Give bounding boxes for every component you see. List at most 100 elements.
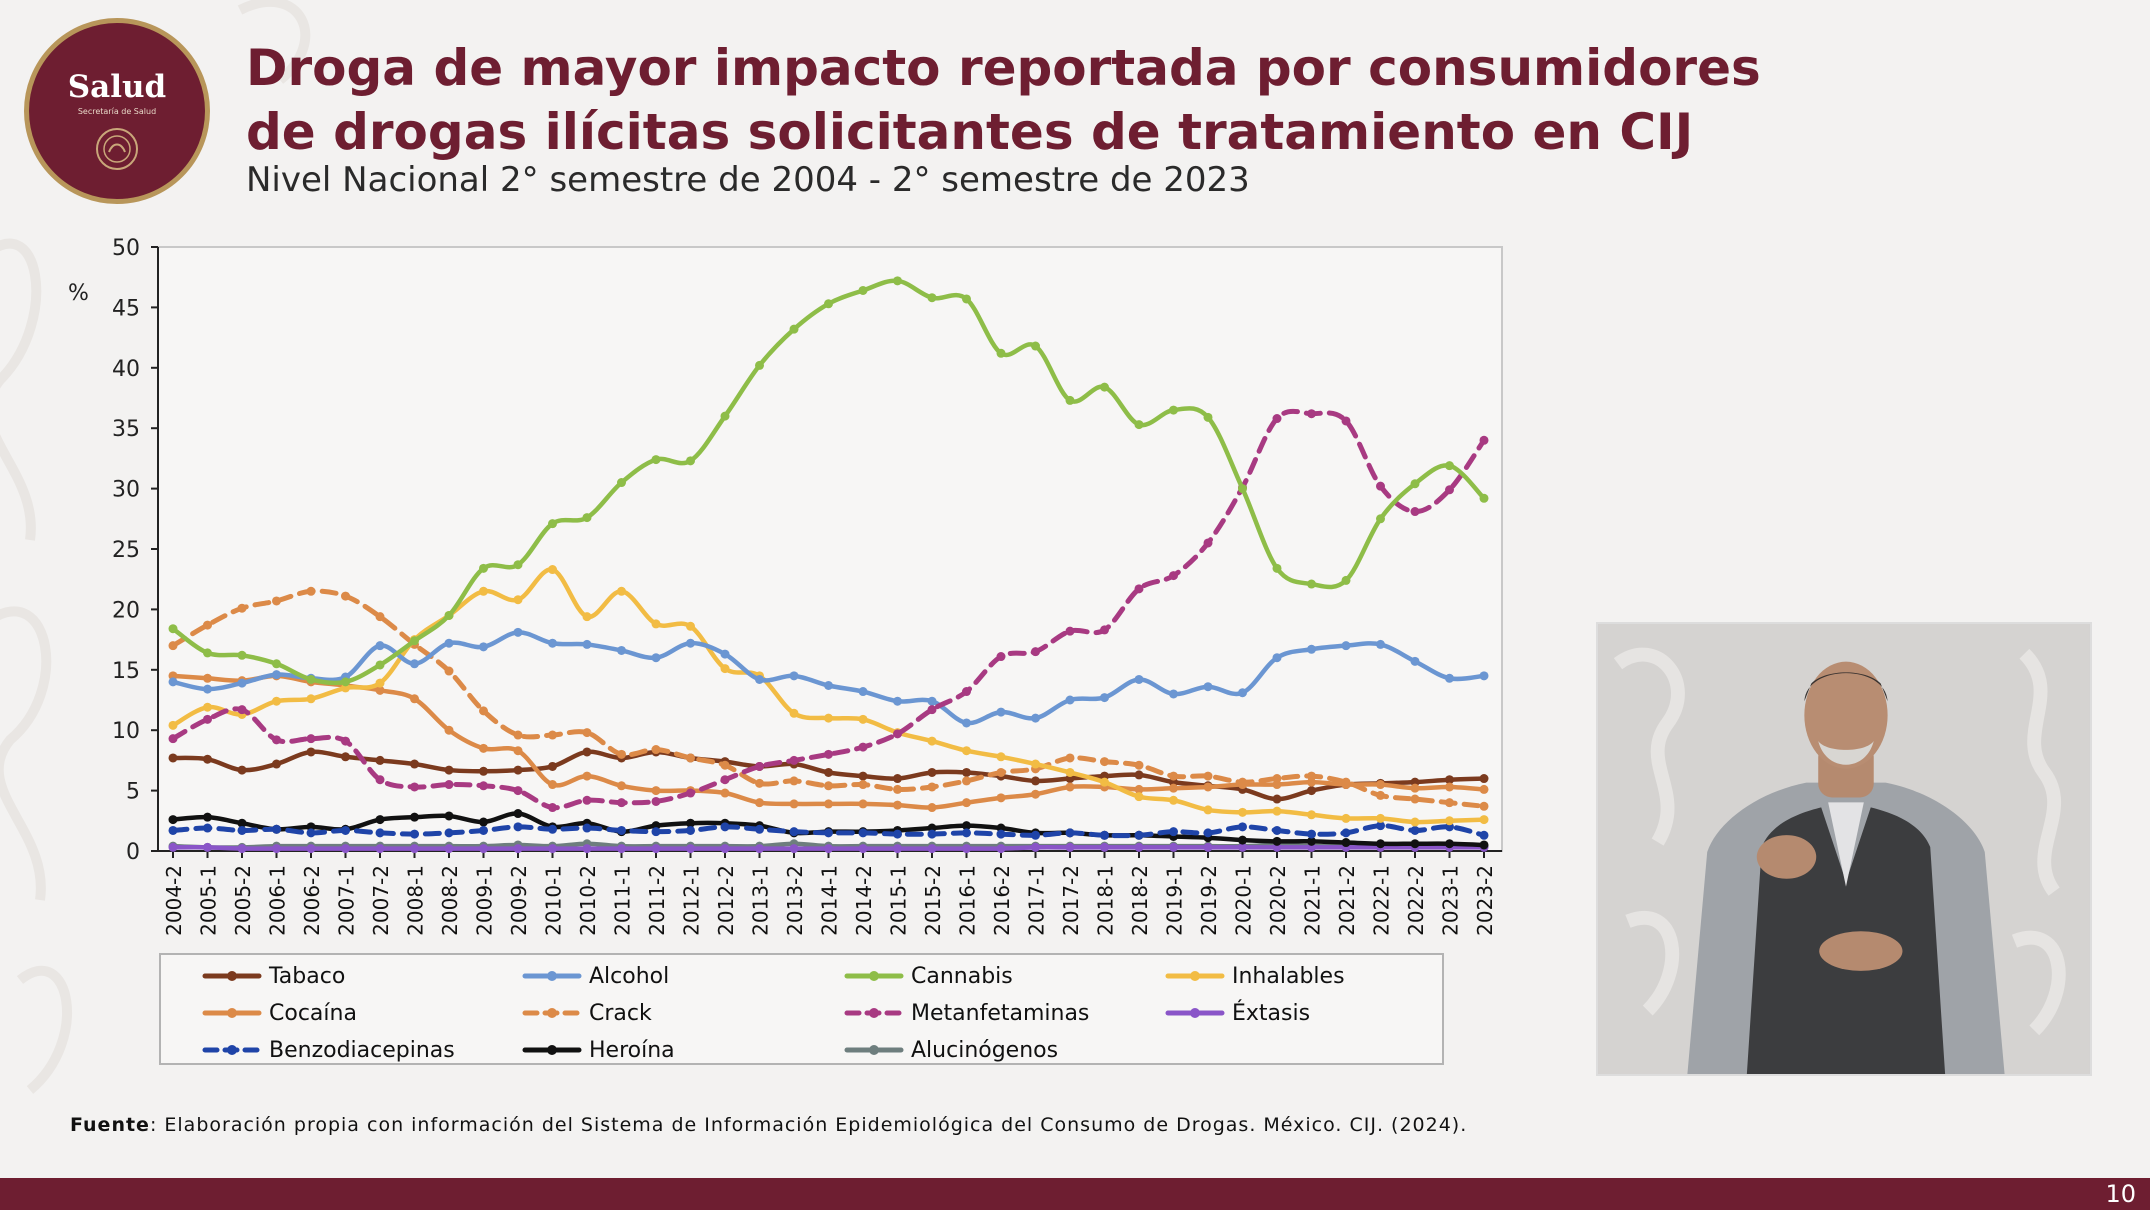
y-tick-label: 45 [112, 296, 140, 321]
data-point [1238, 807, 1247, 817]
data-point [375, 755, 385, 765]
data-point [306, 828, 316, 838]
data-point [306, 694, 316, 704]
data-point [962, 844, 971, 854]
x-tick-label: 2009-2 [507, 865, 531, 936]
data-point [1376, 813, 1385, 823]
x-tick-label: 2010-1 [542, 865, 566, 936]
data-point [617, 586, 626, 596]
data-point [582, 795, 592, 805]
x-tick-label: 2014-2 [852, 865, 876, 936]
data-point [444, 765, 454, 775]
data-point [789, 844, 799, 854]
data-point [1031, 842, 1040, 852]
y-tick-label: 15 [112, 659, 140, 684]
data-point [1031, 776, 1040, 786]
data-point [237, 678, 247, 688]
data-point [479, 706, 488, 716]
data-point [444, 725, 454, 735]
data-point [1272, 414, 1282, 424]
data-point [720, 411, 730, 421]
data-point [203, 812, 212, 822]
data-point [582, 513, 592, 523]
data-point [479, 766, 488, 776]
x-tick-label: 2011-1 [611, 865, 635, 936]
x-tick-label: 2008-1 [404, 865, 428, 936]
data-point [1238, 688, 1247, 698]
data-point [548, 730, 557, 740]
y-tick-label: 20 [112, 598, 140, 623]
data-point [375, 612, 385, 622]
data-point [1031, 713, 1040, 723]
data-point [686, 638, 695, 648]
y-tick-label: 40 [112, 357, 140, 382]
data-point [375, 660, 385, 670]
data-point [617, 645, 626, 655]
x-tick-label: 2012-2 [714, 865, 738, 936]
interpreter-image [1598, 624, 2090, 1074]
x-tick-label: 2015-2 [921, 865, 945, 936]
x-tick-label: 2009-1 [473, 865, 497, 936]
data-point [548, 638, 557, 648]
data-point [1307, 579, 1316, 589]
data-point [168, 825, 178, 835]
data-point [824, 749, 833, 759]
data-point [237, 818, 247, 828]
legend-item-benzodiacepinas: Benzodiacepinas [201, 1035, 455, 1065]
data-point [1479, 671, 1489, 681]
data-point [1479, 493, 1489, 503]
data-point [686, 788, 695, 798]
data-point [513, 560, 523, 570]
data-point [617, 798, 626, 808]
y-tick-label: 35 [112, 417, 140, 442]
data-point [548, 565, 557, 575]
legend-item-alucinogenos: Alucinógenos [843, 1035, 1058, 1065]
data-point [720, 664, 730, 674]
x-tick-label: 2011-2 [645, 865, 669, 936]
data-point [1203, 782, 1213, 792]
data-point [720, 844, 730, 854]
data-point [893, 784, 902, 794]
data-point [1445, 485, 1454, 495]
data-point [686, 825, 695, 835]
data-point [1341, 828, 1351, 838]
data-point [1169, 827, 1178, 837]
data-point [203, 714, 212, 724]
legend-item-crack: Crack [521, 998, 652, 1028]
data-point [720, 649, 730, 659]
data-point [962, 294, 971, 304]
data-point [1410, 817, 1420, 827]
data-point [548, 780, 557, 790]
data-point [1065, 782, 1075, 792]
data-point [1479, 801, 1489, 811]
legend-label: Crack [589, 1000, 652, 1026]
data-point [651, 844, 661, 854]
data-point [203, 702, 212, 712]
data-point [1065, 842, 1075, 852]
data-point [1341, 813, 1351, 823]
data-point [375, 775, 385, 785]
data-point [858, 844, 868, 854]
legend-label: Éxtasis [1232, 1000, 1311, 1026]
data-point [755, 674, 764, 684]
data-point [237, 650, 247, 660]
x-tick-label: 2016-2 [990, 865, 1014, 936]
x-tick-label: 2008-2 [438, 865, 462, 936]
data-point [893, 800, 902, 810]
legend-item-inhalables: Inhalables [1164, 961, 1345, 991]
series-line [170, 278, 1487, 686]
data-point [1272, 806, 1282, 816]
data-point [1238, 822, 1247, 832]
data-point [858, 742, 868, 752]
legend-item-extasis: Éxtasis [1164, 998, 1310, 1028]
y-axis-label: % [68, 281, 89, 306]
series-lines [168, 276, 1489, 854]
data-point [203, 754, 212, 764]
data-point [651, 455, 661, 465]
legend-swatch [202, 1045, 262, 1055]
data-point [1410, 507, 1420, 517]
data-point [272, 696, 281, 706]
data-point [996, 844, 1006, 854]
data-point [548, 761, 557, 771]
data-point [582, 747, 592, 757]
